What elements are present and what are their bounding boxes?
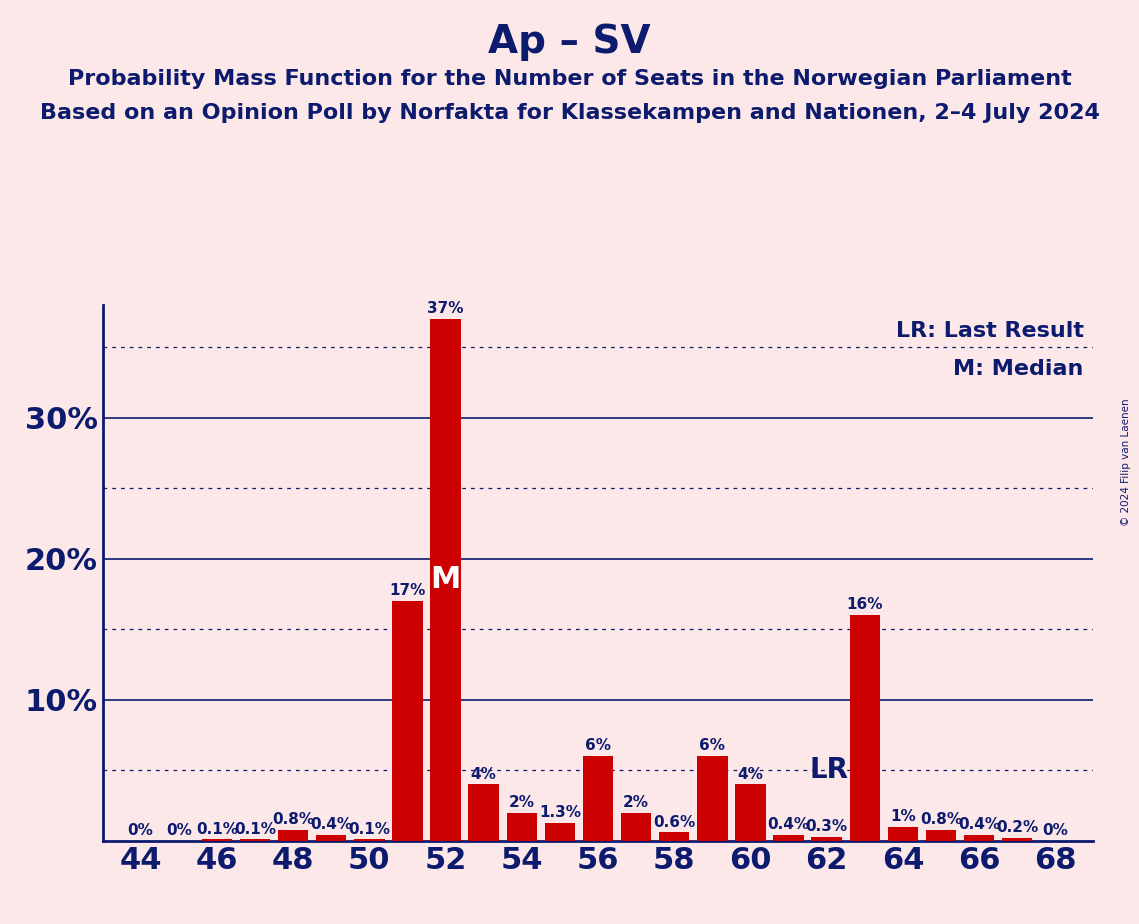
Text: 0%: 0% (1042, 823, 1068, 838)
Text: LR: LR (810, 757, 849, 784)
Text: 4%: 4% (737, 767, 763, 782)
Bar (735, 784, 765, 841)
Bar (621, 812, 652, 841)
Bar (278, 830, 309, 841)
Text: 0.6%: 0.6% (653, 815, 695, 830)
Text: 0.3%: 0.3% (805, 819, 847, 833)
Text: © 2024 Filip van Laenen: © 2024 Filip van Laenen (1121, 398, 1131, 526)
Bar (583, 756, 613, 841)
Bar (964, 835, 994, 841)
Bar (811, 836, 842, 841)
Text: 0.8%: 0.8% (920, 812, 962, 827)
Bar (926, 830, 957, 841)
Bar (1002, 838, 1032, 841)
Bar (697, 756, 728, 841)
Text: LR: Last Result: LR: Last Result (895, 321, 1083, 341)
Text: 16%: 16% (846, 598, 883, 613)
Text: 4%: 4% (470, 767, 497, 782)
Bar (431, 319, 461, 841)
Bar (773, 835, 804, 841)
Text: 0.4%: 0.4% (768, 818, 810, 833)
Text: 6%: 6% (699, 738, 726, 753)
Text: 0.1%: 0.1% (233, 821, 276, 836)
Text: M: Median: M: Median (953, 359, 1083, 379)
Text: 1%: 1% (890, 808, 916, 824)
Text: Based on an Opinion Poll by Norfakta for Klassekampen and Nationen, 2–4 July 202: Based on an Opinion Poll by Norfakta for… (40, 103, 1099, 124)
Bar (468, 784, 499, 841)
Bar (316, 835, 346, 841)
Text: 1.3%: 1.3% (539, 805, 581, 820)
Text: 0.4%: 0.4% (310, 818, 352, 833)
Text: 2%: 2% (509, 795, 534, 809)
Text: 0.1%: 0.1% (196, 821, 238, 836)
Bar (887, 827, 918, 841)
Text: Ap – SV: Ap – SV (489, 23, 650, 61)
Text: 0%: 0% (166, 823, 191, 838)
Bar (392, 602, 423, 841)
Bar (354, 839, 385, 841)
Bar (544, 822, 575, 841)
Bar (850, 615, 880, 841)
Text: 0.8%: 0.8% (272, 812, 314, 827)
Text: 0.2%: 0.2% (997, 821, 1039, 835)
Text: 0%: 0% (128, 823, 154, 838)
Text: 6%: 6% (585, 738, 611, 753)
Text: M: M (431, 565, 460, 594)
Text: 2%: 2% (623, 795, 649, 809)
Text: Probability Mass Function for the Number of Seats in the Norwegian Parliament: Probability Mass Function for the Number… (67, 69, 1072, 90)
Bar (239, 839, 270, 841)
Text: 0.4%: 0.4% (958, 818, 1000, 833)
Text: 0.1%: 0.1% (349, 821, 391, 836)
Text: 17%: 17% (390, 583, 426, 598)
Bar (507, 812, 536, 841)
Text: 37%: 37% (427, 301, 464, 316)
Bar (659, 833, 689, 841)
Bar (202, 839, 232, 841)
